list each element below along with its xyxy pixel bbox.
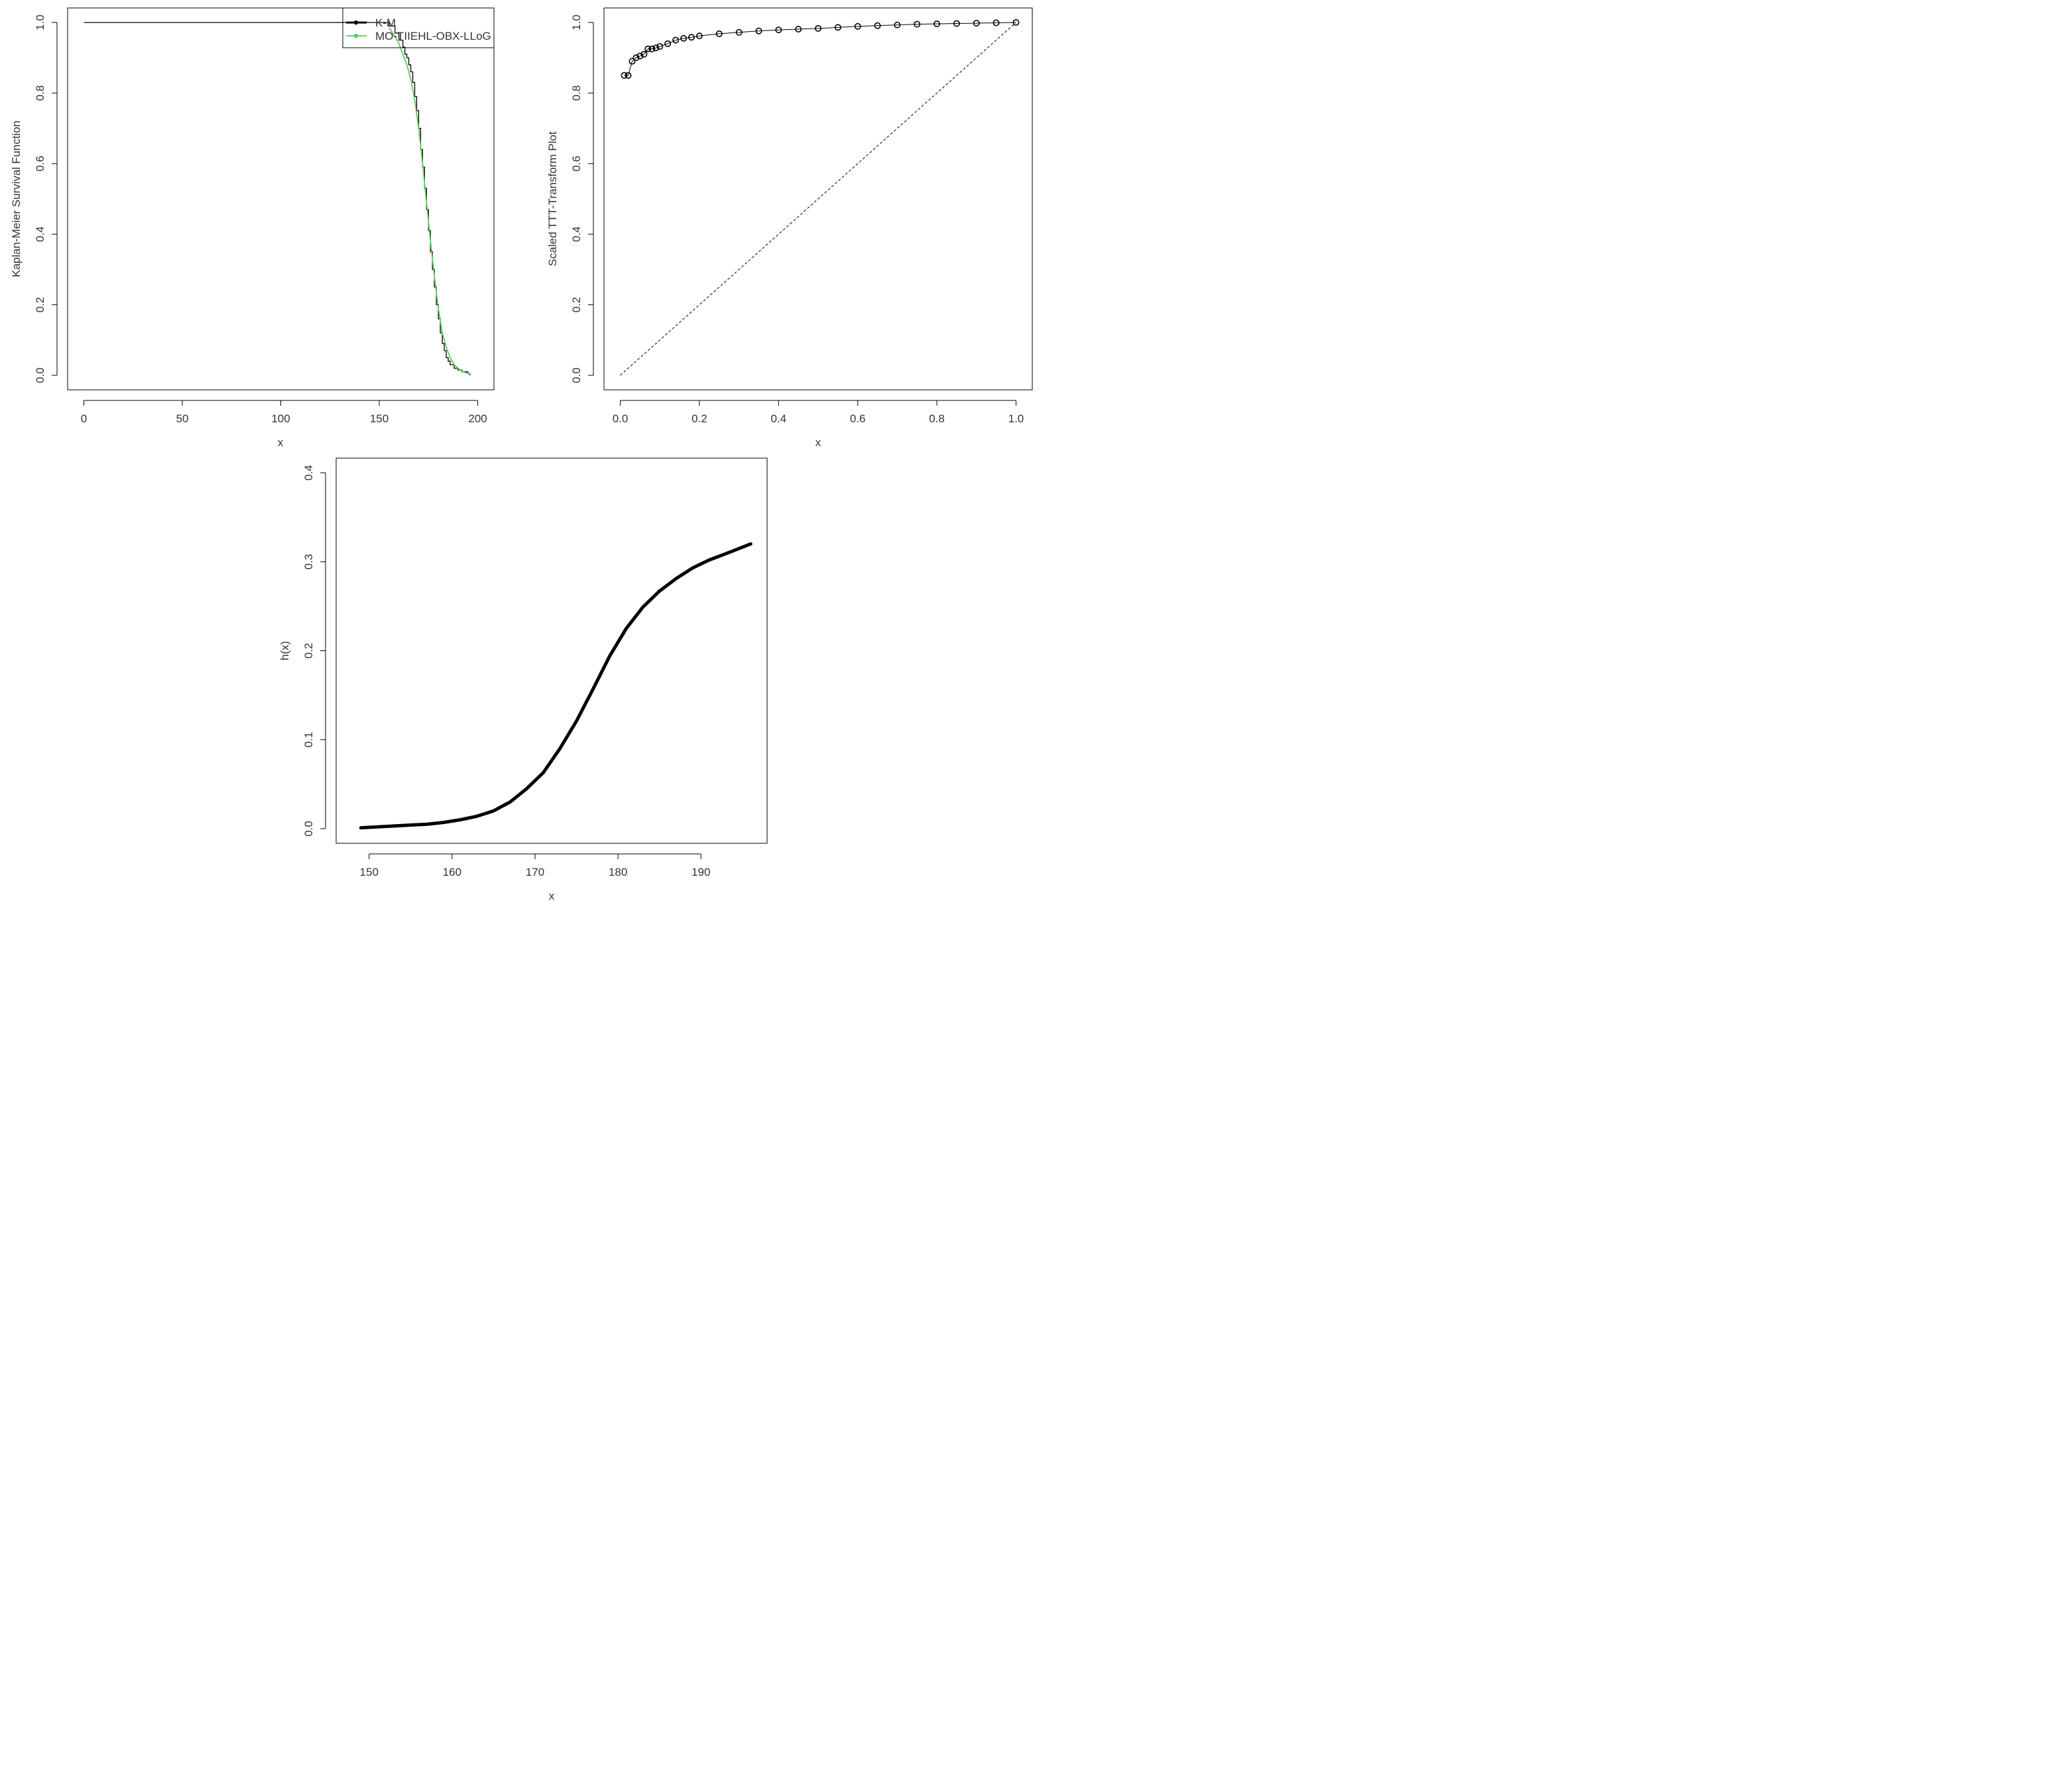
ttt-point [656, 43, 664, 50]
x-tick-label: 180 [609, 866, 627, 878]
legend: K-MMO-TIIEHL-OBX-LLoG [342, 7, 495, 48]
y-tick-label: 0.4 [570, 226, 583, 242]
y-tick-label: 1.0 [570, 15, 583, 30]
legend-box [342, 7, 495, 48]
ttt-point [914, 21, 921, 28]
ttt-point [695, 32, 703, 40]
panel-hazard-function: 150 160 170 180 190 x 0.0 0.1 0.2 0.3 0.4 h(x) [278, 457, 768, 902]
series-group [359, 542, 753, 830]
ttt-point [993, 19, 1000, 27]
x-tick-label: 0.0 [613, 412, 629, 425]
y-tick-label: 0.2 [34, 297, 46, 313]
x-tick-label: 200 [468, 412, 487, 425]
ttt-point [644, 45, 652, 52]
ttt-point [636, 52, 644, 60]
y-tick-label: 0.3 [302, 554, 315, 569]
legend-swatch-marker [353, 33, 359, 38]
ttt-point [953, 20, 960, 27]
ttt-point [688, 34, 695, 41]
ttt-point [815, 25, 822, 32]
legend-label: MO-TIIEHL-OBX-LLoG [375, 30, 491, 42]
ttt-point [894, 21, 901, 29]
y-axis-label: Kaplan-Meier Survival Function [10, 121, 23, 277]
y-tick-label: 0.8 [34, 86, 46, 101]
ttt-point [672, 36, 680, 44]
figure-canvas: 0 50 100 150 200 x 0.0 0.2 0.4 0.6 0.8 1.0 Kaplan-Me… [10, 7, 1033, 902]
hazard-curve [359, 542, 753, 830]
x-tick-label: 100 [271, 412, 290, 425]
y-tick-label: 0.0 [302, 821, 315, 837]
ttt-point [854, 23, 861, 30]
y-tick-label: 0.6 [570, 156, 583, 172]
y-axis-label: Scaled TTT-Transform Plot [546, 131, 559, 266]
legend-label: K-M [375, 17, 396, 29]
x-tick-label: 50 [176, 412, 189, 425]
x-tick-label: 190 [692, 866, 710, 878]
ttt-point [834, 24, 841, 31]
reference-diagonal-line [620, 22, 1016, 376]
y-tick-label: 1.0 [34, 15, 46, 30]
plot-frame [603, 7, 1033, 390]
y-tick-label: 0.0 [570, 367, 583, 383]
x-tick-label: 1.0 [1008, 412, 1024, 425]
y-tick-label: 0.1 [302, 732, 315, 748]
ttt-point [648, 45, 656, 52]
ttt-point [680, 34, 688, 42]
ttt-point [664, 40, 672, 47]
legend-swatch-marker [353, 20, 359, 25]
x-tick-label: 160 [443, 866, 461, 878]
ttt-point [735, 29, 743, 36]
x-tick-label: 0.4 [770, 412, 786, 425]
ttt-point [874, 22, 881, 29]
x-tick-label: 0.8 [929, 412, 945, 425]
ttt-point [1012, 19, 1020, 26]
x-tick-label: 150 [360, 866, 379, 878]
ttt-point [640, 50, 648, 58]
ttt-point [629, 58, 636, 65]
y-axis-label: h(x) [278, 641, 291, 660]
y-tick-label: 0.0 [34, 367, 46, 383]
ttt-point [795, 26, 802, 33]
ttt-point [775, 27, 782, 34]
ttt-point [633, 54, 640, 62]
ttt-connect-line [624, 22, 1016, 76]
x-tick-label: 0 [81, 412, 87, 425]
x-tick-label: 0.2 [692, 412, 707, 425]
panel-ttt-transform: 0.0 0.2 0.4 0.6 0.8 1.0 x 0.0 0.2 0.4 0.6 0.8 1.0 Sca… [546, 7, 1033, 449]
km-step-line [84, 22, 471, 376]
x-tick-label: 0.6 [850, 412, 866, 425]
x-tick-label: 150 [370, 412, 389, 425]
series-group [620, 19, 1020, 376]
ttt-point [934, 21, 941, 28]
panel-kaplan-meier: 0 50 100 150 200 x 0.0 0.2 0.4 0.6 0.8 1.0 Kaplan-Me… [10, 7, 495, 449]
y-tick-label: 0.2 [302, 643, 315, 659]
ttt-point [755, 27, 762, 34]
y-tick-label: 0.4 [34, 226, 46, 242]
y-tick-label: 0.2 [570, 297, 583, 313]
ttt-point [621, 72, 628, 79]
ttt-point [652, 44, 660, 52]
plot-frame [67, 7, 495, 390]
series-group [84, 22, 471, 376]
plot-frame [335, 457, 768, 844]
y-tick-label: 0.6 [34, 156, 46, 172]
fitted-survival-line [389, 27, 470, 375]
x-tick-label: 170 [526, 866, 544, 878]
ttt-point [715, 30, 723, 37]
ttt-point [973, 19, 980, 27]
y-tick-label: 0.4 [302, 465, 315, 481]
x-axis-label: x [549, 890, 555, 902]
x-axis-label: x [815, 436, 821, 449]
ttt-point [625, 72, 632, 79]
y-tick-label: 0.8 [570, 86, 583, 101]
x-axis-label: x [278, 436, 284, 449]
